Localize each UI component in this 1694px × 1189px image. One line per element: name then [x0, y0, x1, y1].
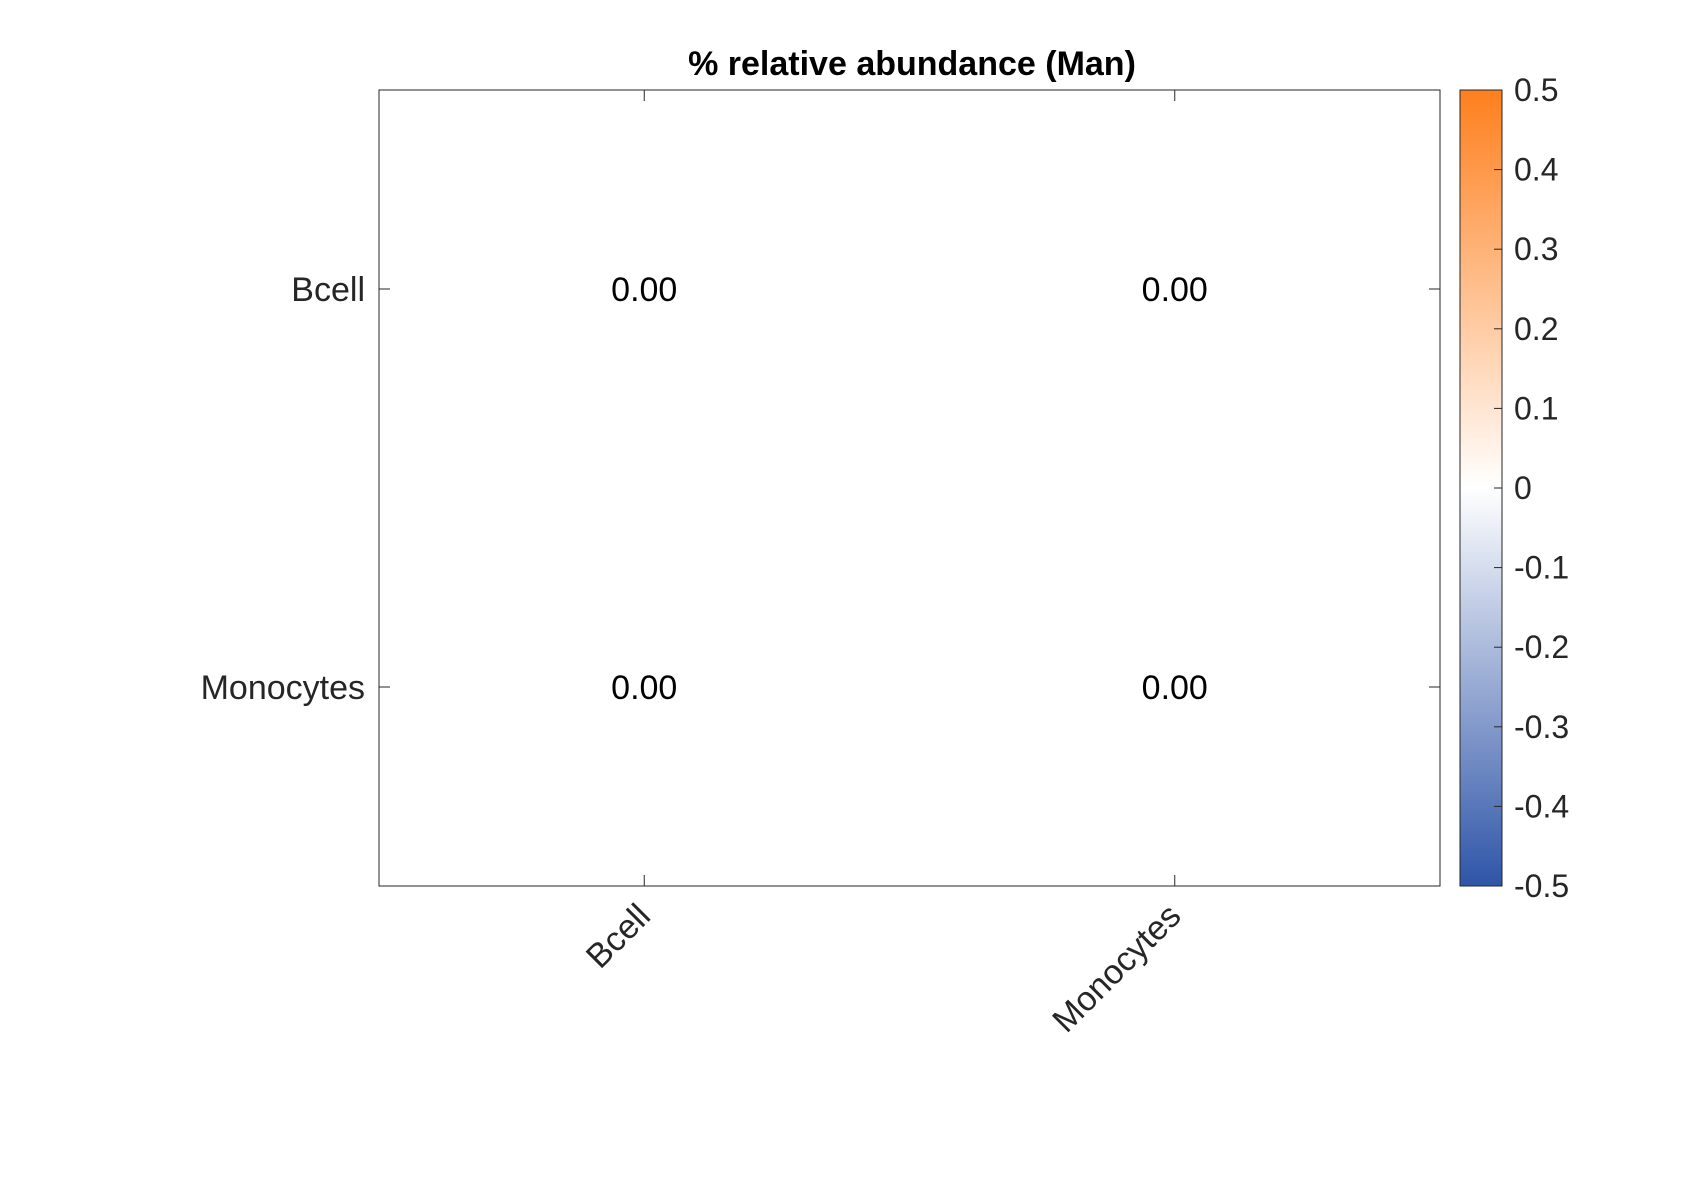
colorbar-tick-label: 0.4 — [1514, 152, 1558, 188]
colorbar-tick-label: -0.3 — [1514, 709, 1569, 745]
cell-value-label: 0.00 — [611, 669, 677, 707]
heatmap-cell — [909, 90, 1440, 488]
heatmap-cell — [379, 488, 910, 886]
cell-value-label: 0.00 — [611, 271, 677, 309]
y-tick-label: Monocytes — [201, 669, 365, 707]
colorbar-tick-label: 0.5 — [1514, 72, 1558, 108]
chart-title: % relative abundance (Man) — [688, 45, 1136, 83]
plot-area: Bcell Monocytes Bcell Monocytes 0.00 0.00 0.00… — [201, 89, 1441, 1040]
axes-box — [378, 89, 1441, 887]
y-tick-label: Bcell — [291, 271, 365, 309]
colorbar-tick-label: -0.5 — [1514, 868, 1569, 904]
colorbar-tick-label: 0.1 — [1514, 390, 1558, 426]
colorbar-tick-label: -0.2 — [1514, 629, 1569, 665]
cell-value-label: 0.00 — [1142, 669, 1208, 707]
heatmap-cell — [379, 90, 910, 488]
cell-value-label: 0.00 — [1142, 271, 1208, 309]
colorbar-tick-label: 0.3 — [1514, 231, 1558, 267]
x-tick-label: Monocytes — [1045, 897, 1188, 1040]
colorbar-tick-label: 0 — [1514, 470, 1532, 506]
colorbar-tick-label: -0.4 — [1514, 788, 1569, 824]
x-tick-label: Bcell — [579, 897, 658, 976]
colorbar: 0.5 0.4 0.3 0.2 0.1 0 -0.1 -0.2 -0.3 -0.4 -0.5 — [1459, 72, 1569, 904]
colorbar-tick-label: 0.2 — [1514, 311, 1558, 347]
heatmap-cell — [909, 488, 1440, 886]
colorbar-tick-label: -0.1 — [1514, 550, 1569, 586]
